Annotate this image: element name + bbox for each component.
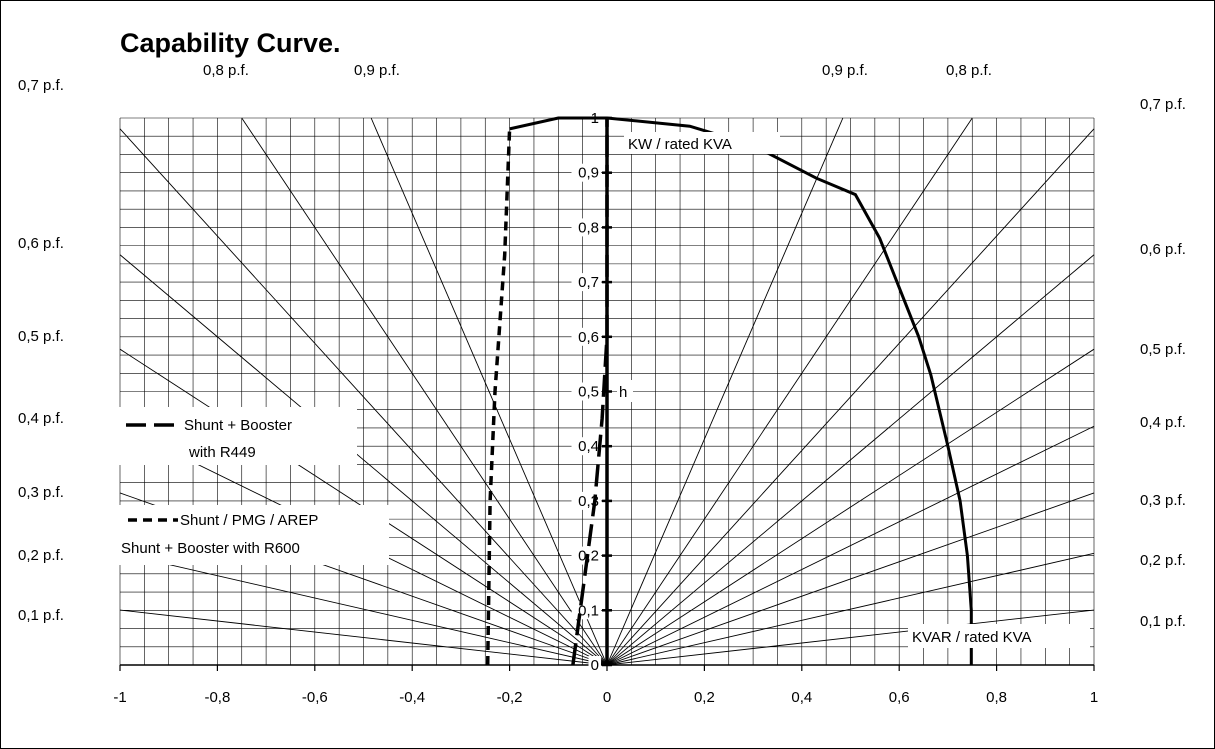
y-tick-label: 0,4	[578, 438, 599, 455]
pf-line	[606, 128, 1095, 666]
y-tick-label: 0,6	[578, 329, 599, 346]
y-axis-label: KW / rated KVA	[628, 136, 732, 153]
labels: KW / rated KVA KVAR / rated KVA h 0,7 p.f. 0…	[18, 62, 1186, 648]
x-tick-label: 0,8	[986, 689, 1007, 706]
pf-line	[370, 117, 608, 666]
y-tick-label-bg	[571, 163, 601, 182]
y-tick-label-bg	[571, 273, 601, 292]
pf-label-right: 0,7 p.f.	[1140, 96, 1186, 113]
pf-label-left: 0,7 p.f.	[18, 77, 64, 94]
y-tick-label-bg	[571, 218, 601, 237]
pf-label-left: 0,4 p.f.	[18, 410, 64, 427]
pf-label-right: 0,1 p.f.	[1140, 613, 1186, 630]
y-tick-label: 0,5	[578, 384, 599, 401]
y-tick-label: 0,1	[578, 602, 599, 619]
pf-label-left: 0,6 p.f.	[18, 235, 64, 252]
pf-label-right: 0,3 p.f.	[1140, 492, 1186, 509]
pf-label-top: 0,9 p.f.	[822, 62, 868, 79]
pf-label-top: 0,8 p.f.	[203, 62, 249, 79]
y-tick-label: 0,8	[578, 219, 599, 236]
pf-label-right: 0,6 p.f.	[1140, 241, 1186, 258]
pf-lines	[119, 117, 1095, 666]
x-tick-label: 0	[603, 689, 611, 706]
legend-item-1-line-2: with R449	[188, 444, 256, 461]
x-axis-label-group: KVAR / rated KVA	[908, 624, 1090, 648]
pf-line	[119, 552, 608, 666]
series-line-2	[485, 128, 512, 666]
legend-item-1-line-1: Shunt + Booster	[184, 417, 292, 434]
x-axis-label-bg	[908, 624, 1090, 648]
legend-box-2	[117, 505, 389, 565]
x-tick-label: -0,6	[302, 689, 328, 706]
y-tick-label: 0,7	[578, 274, 599, 291]
pf-label-right: 0,4 p.f.	[1140, 414, 1186, 431]
pf-label-left: 0,1 p.f.	[18, 607, 64, 624]
x-tick-label: -0,2	[497, 689, 523, 706]
legend-box-1	[117, 407, 357, 465]
pf-line	[606, 609, 1095, 666]
y-tick-label-bg	[588, 656, 601, 674]
pf-label-left: 0,5 p.f.	[18, 328, 64, 345]
series-line-0	[509, 116, 973, 665]
legend-item-2-line-1: Shunt / PMG / AREP	[180, 512, 318, 529]
series	[485, 116, 973, 666]
chart-title: Capability Curve.	[120, 28, 341, 58]
x-tick-label: -0,8	[204, 689, 230, 706]
pf-line	[606, 117, 973, 666]
axis-marker: h	[619, 384, 627, 401]
y-tick-label: 0,9	[578, 165, 599, 182]
y-tick-label: 0	[591, 657, 599, 674]
pf-label-right: 0,2 p.f.	[1140, 552, 1186, 569]
y-axis-label-group: KW / rated KVA	[624, 132, 780, 154]
pf-label-right: 0,5 p.f.	[1140, 341, 1186, 358]
pf-line	[606, 552, 1095, 666]
axis-marker-bg	[617, 380, 633, 402]
pf-label-left: 0,2 p.f.	[18, 547, 64, 564]
series-line-1	[571, 118, 609, 666]
pf-label-left: 0,3 p.f.	[18, 484, 64, 501]
pf-line	[606, 117, 844, 666]
x-axis-label: KVAR / rated KVA	[912, 629, 1032, 646]
x-tick-label: 0,4	[791, 689, 812, 706]
pf-line	[119, 254, 608, 666]
y-axis-label-bg	[624, 132, 780, 154]
x-tick-label: 0,6	[889, 689, 910, 706]
y-tick-label-bg	[571, 437, 601, 456]
pf-line	[241, 117, 608, 666]
x-tick-label: -0,4	[399, 689, 425, 706]
pf-line	[606, 348, 1095, 666]
y-tick-label-bg	[571, 327, 601, 346]
pf-line	[119, 609, 608, 666]
legend: Shunt + Booster with R449 Shunt / PMG / AR…	[117, 407, 389, 565]
x-tick-label: 1	[1090, 689, 1098, 706]
pf-line	[606, 492, 1095, 666]
pf-line	[119, 128, 608, 666]
legend-item-2-line-2: Shunt + Booster with R600	[121, 540, 300, 557]
y-tick-label-bg	[571, 382, 601, 401]
pf-line	[606, 425, 1095, 666]
pf-line	[606, 254, 1095, 666]
pf-label-top: 0,9 p.f.	[354, 62, 400, 79]
pf-label-top: 0,8 p.f.	[946, 62, 992, 79]
x-tick-label: -1	[113, 689, 126, 706]
x-tick-label: 0,2	[694, 689, 715, 706]
